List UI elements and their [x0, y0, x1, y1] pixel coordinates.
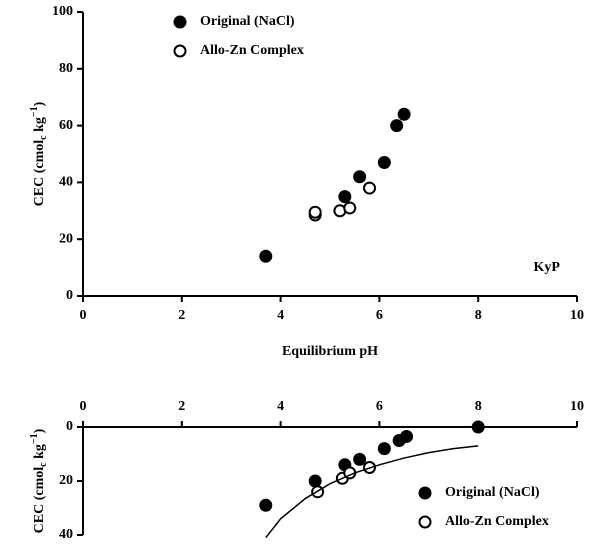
x-tick-label: 0 — [80, 308, 87, 323]
x-axis-label: Equilibrium pH — [282, 344, 378, 359]
x-tick-label: 0 — [80, 399, 87, 414]
y-axis-label-part: ) — [32, 428, 47, 433]
y-tick-label: 100 — [52, 4, 73, 19]
x-tick-label: 2 — [178, 399, 185, 414]
x-tick-label: 10 — [570, 399, 584, 414]
fit-curve — [265, 445, 479, 539]
y-axis-label-part: ) — [32, 101, 47, 106]
y-axis-label-part: kg — [32, 444, 47, 462]
y-axis-label-part: CEC (cmol — [32, 467, 47, 534]
legend-marker — [418, 515, 432, 529]
legend-marker — [418, 486, 432, 500]
data-point — [308, 474, 322, 488]
data-point — [377, 156, 391, 170]
chart: 0 2 4 6 8 10 0 20 40 CEC (cmolc kg−1) Original (Na… — [29, 399, 584, 542]
y-axis-label: CEC (cmolc kg−1) — [29, 101, 49, 206]
data-point — [338, 190, 352, 204]
x-tick-label: 2 — [178, 308, 185, 323]
data-point — [353, 452, 367, 466]
data-point — [397, 107, 411, 121]
y-axis-label-part: c — [38, 462, 49, 467]
y-axis-label-part: −1 — [29, 106, 40, 117]
legend-label: Allo-Zn Complex — [445, 514, 549, 529]
y-axis-label-part: c — [38, 135, 49, 140]
y-tick-label: 80 — [59, 61, 73, 76]
y-axis-label-part: −1 — [29, 433, 40, 444]
legend-label: Allo-Zn Complex — [200, 43, 304, 58]
x-tick-label: 8 — [475, 399, 482, 414]
data-point — [363, 181, 377, 195]
data-point — [343, 201, 357, 215]
y-tick-label: 20 — [59, 231, 73, 246]
legend-marker — [173, 44, 187, 58]
data-point — [377, 442, 391, 456]
legend-label: Original (NaCl) — [445, 485, 540, 500]
legend-marker — [173, 15, 187, 29]
x-tick-label: 10 — [570, 308, 584, 323]
y-tick-label: 0 — [66, 288, 73, 303]
data-point — [400, 429, 414, 443]
y-tick-label: 20 — [59, 473, 73, 488]
y-tick-label: 60 — [59, 118, 73, 133]
y-tick-label: 40 — [59, 175, 73, 190]
data-point — [471, 420, 485, 434]
y-tick-label: 0 — [66, 419, 73, 434]
y-axis-label-part: kg — [32, 117, 47, 135]
x-tick-label: 6 — [376, 308, 383, 323]
x-tick-label: 8 — [475, 308, 482, 323]
x-tick-label: 4 — [277, 308, 284, 323]
data-point — [259, 249, 273, 263]
y-axis-label-part: CEC (cmol — [32, 140, 47, 207]
data-point — [390, 119, 404, 133]
x-tick-label: 6 — [376, 399, 383, 414]
annotation: KyP — [534, 260, 561, 275]
data-point — [353, 170, 367, 184]
y-axis-label: CEC (cmolc kg−1) — [29, 428, 49, 533]
legend-label: Original (NaCl) — [200, 14, 295, 29]
data-point — [259, 498, 273, 512]
y-tick-label: 40 — [59, 527, 73, 542]
data-point — [308, 205, 322, 219]
x-tick-label: 4 — [277, 399, 284, 414]
